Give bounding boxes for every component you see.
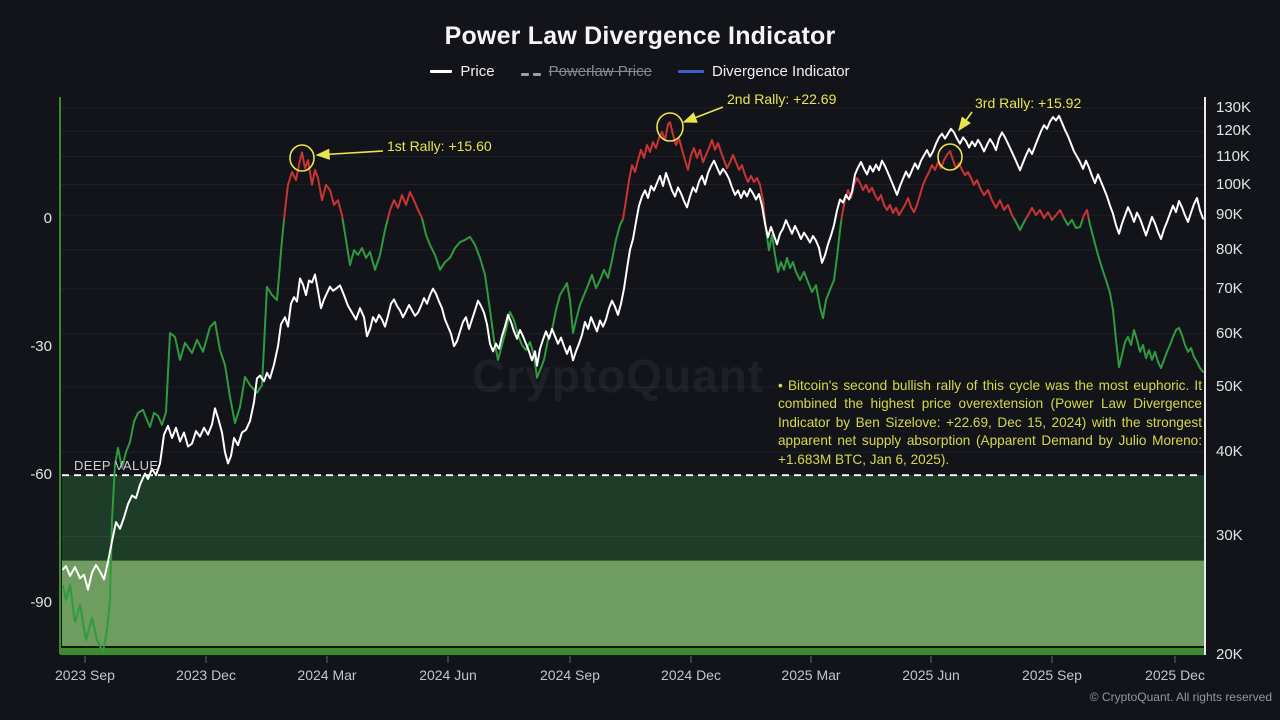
rally-arrow-icon	[315, 148, 384, 160]
bottom-axis-line	[60, 648, 1205, 655]
x-axis-tick: 2024 Sep	[540, 667, 600, 683]
zone-deep-value-light	[62, 560, 1204, 646]
divergence-indicator-series	[421, 218, 624, 379]
x-axis-tick: 2025 Dec	[1145, 667, 1205, 683]
right-axis-tick: 110K	[1216, 147, 1250, 165]
legend-item-powerlaw-price[interactable]: Powerlaw Price	[520, 63, 652, 80]
right-axis-tick: 120K	[1216, 122, 1252, 140]
right-axis-tick: 90K	[1216, 206, 1243, 224]
right-axis-tick: 100K	[1216, 175, 1252, 193]
legend-label-divergence-indicator: Divergence Indicator	[711, 63, 850, 80]
rally-circle-icon	[937, 143, 963, 171]
zone-deep-value-dark	[62, 475, 1204, 561]
legend-label-price: Price	[460, 63, 495, 80]
divergence-indicator-series	[283, 151, 344, 220]
rally-annotation-label: 1st Rally: +15.60	[387, 138, 492, 154]
legend: Price Powerlaw Price Divergence Indicato…	[0, 63, 1280, 80]
left-axis-tick: -90	[30, 594, 52, 612]
x-axis-tick: 2025 Jun	[902, 667, 960, 683]
price-line-icon	[430, 70, 453, 73]
right-axis-tick: 70K	[1216, 279, 1243, 297]
divergence-line-icon	[677, 70, 704, 73]
divergence-indicator-series	[1024, 206, 1053, 220]
divergence-indicator-series	[62, 218, 286, 653]
rally-arrow-icon	[958, 111, 973, 132]
rally-circle-icon	[656, 112, 684, 142]
chart-title: Power Law Divergence Indicator	[444, 22, 836, 50]
annotation-note: • Bitcoin's second bullish rally of this…	[778, 378, 1202, 467]
divergence-indicator-series	[622, 121, 766, 220]
legend-label-powerlaw-price: Powerlaw Price	[548, 63, 652, 80]
right-axis-tick: 130K	[1216, 98, 1252, 116]
divergence-indicator-series	[1063, 218, 1084, 229]
x-axis-tick: 2024 Mar	[297, 667, 357, 683]
price-series	[62, 114, 1204, 591]
copyright: © CryptoQuant. All rights reserved	[1089, 690, 1272, 704]
x-axis-tick: 2025 Sep	[1022, 667, 1082, 683]
right-axis-tick: 20K	[1216, 645, 1243, 663]
deep-value-label: DEEP VALUE	[74, 458, 159, 473]
right-axis-tick: 80K	[1216, 240, 1243, 258]
divergence-indicator-series	[763, 218, 843, 320]
dashed-line-icon	[520, 63, 541, 80]
x-axis-tick: 2023 Dec	[176, 667, 236, 683]
divergence-indicator-series	[1013, 218, 1027, 232]
left-axis-tick: -60	[30, 466, 52, 484]
right-axis-tick: 40K	[1216, 443, 1243, 461]
divergence-indicator-series	[1087, 218, 1204, 373]
rally-annotation-label: 2nd Rally: +22.69	[727, 91, 837, 107]
legend-item-divergence-indicator[interactable]: Divergence Indicator	[677, 63, 850, 80]
rally-arrow-icon	[682, 106, 724, 123]
left-axis-tick: -30	[30, 338, 52, 356]
legend-item-price[interactable]: Price	[430, 63, 495, 80]
x-axis-tick: 2023 Sep	[55, 667, 115, 683]
divergence-indicator-series	[341, 218, 389, 271]
left-axis-tick: 0	[43, 210, 52, 227]
x-axis-tick: 2024 Dec	[661, 667, 721, 683]
x-axis-tick: 2024 Jun	[419, 667, 477, 683]
right-axis-tick: 60K	[1216, 324, 1243, 342]
right-axis-tick: 30K	[1216, 527, 1243, 545]
right-axis-tick: 50K	[1216, 378, 1243, 396]
divergence-indicator-series	[386, 191, 424, 220]
rally-annotation-label: 3rd Rally: +15.92	[975, 95, 1082, 111]
divergence-indicator-series	[1051, 209, 1066, 220]
rally-circle-icon	[289, 144, 315, 172]
divergence-indicator-series	[840, 150, 1016, 220]
x-axis-tick: 2025 Mar	[781, 667, 841, 683]
divergence-indicator-series	[1081, 209, 1090, 220]
